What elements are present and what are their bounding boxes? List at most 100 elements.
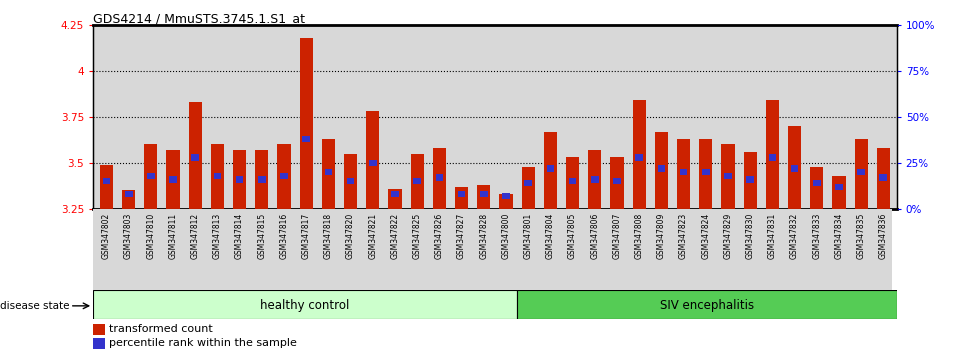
Bar (103, 178, 111, 184)
Bar (524, 180, 532, 186)
Text: GSM347800: GSM347800 (502, 213, 511, 259)
Text: percentile rank within the sample: percentile rank within the sample (109, 338, 297, 348)
Bar (280, 172, 288, 179)
Bar (517, 290, 897, 319)
Text: GSM347827: GSM347827 (457, 213, 466, 259)
Text: GSM347816: GSM347816 (279, 213, 288, 259)
Text: GSM347831: GSM347831 (768, 213, 777, 259)
Text: GSM347824: GSM347824 (702, 213, 710, 259)
Text: GSM347834: GSM347834 (835, 213, 844, 259)
Bar (744, 152, 757, 209)
Bar (122, 190, 135, 209)
Bar (788, 126, 802, 209)
Text: GSM347820: GSM347820 (346, 213, 355, 259)
Text: GSM347818: GSM347818 (324, 213, 333, 259)
Text: transformed count: transformed count (109, 324, 213, 334)
Bar (565, 157, 579, 209)
Bar (368, 160, 376, 166)
Text: GSM347805: GSM347805 (568, 213, 577, 259)
Text: GSM347801: GSM347801 (523, 213, 533, 259)
Text: GSM347803: GSM347803 (124, 213, 133, 259)
Text: GSM347832: GSM347832 (790, 213, 799, 259)
Bar (677, 139, 690, 209)
Bar (702, 169, 710, 175)
Text: GSM347810: GSM347810 (146, 213, 155, 259)
Bar (547, 165, 555, 172)
Bar (480, 191, 488, 198)
Bar (414, 178, 421, 184)
Bar (591, 176, 599, 183)
Bar (147, 172, 155, 179)
Bar (680, 169, 688, 175)
Bar (124, 191, 132, 198)
Bar (433, 148, 446, 209)
Bar (747, 176, 754, 183)
Bar (500, 194, 513, 209)
Bar (302, 136, 310, 142)
Bar (568, 178, 576, 184)
Bar (367, 111, 379, 209)
Text: GDS4214 / MmuSTS.3745.1.S1_at: GDS4214 / MmuSTS.3745.1.S1_at (93, 12, 305, 25)
Bar (344, 154, 358, 209)
Bar (233, 150, 246, 209)
Bar (435, 175, 443, 181)
Text: GSM347811: GSM347811 (169, 213, 177, 259)
Bar (93, 338, 105, 349)
Text: GSM347823: GSM347823 (679, 213, 688, 259)
Bar (170, 176, 177, 183)
Text: GSM347815: GSM347815 (258, 213, 267, 259)
Bar (765, 100, 779, 209)
Text: healthy control: healthy control (261, 299, 350, 312)
Text: GSM347813: GSM347813 (213, 213, 221, 259)
Bar (877, 148, 890, 209)
Bar (655, 132, 668, 209)
Bar (855, 139, 868, 209)
Text: GSM347828: GSM347828 (479, 213, 488, 259)
Bar (879, 175, 887, 181)
Bar (635, 154, 643, 161)
Bar (211, 144, 224, 209)
Text: GSM347822: GSM347822 (390, 213, 400, 259)
Text: GSM347806: GSM347806 (590, 213, 600, 259)
Text: GSM347835: GSM347835 (857, 213, 865, 259)
Bar (791, 165, 799, 172)
Bar (388, 189, 402, 209)
Bar (724, 172, 732, 179)
Bar (277, 144, 291, 209)
Bar (347, 178, 355, 184)
Bar (324, 169, 332, 175)
Bar (858, 169, 865, 175)
Bar (236, 176, 243, 183)
Bar (699, 139, 712, 209)
Text: GSM347802: GSM347802 (102, 213, 111, 259)
Text: GSM347804: GSM347804 (546, 213, 555, 259)
Text: GSM347836: GSM347836 (879, 213, 888, 259)
Bar (544, 132, 557, 209)
Bar (835, 183, 843, 190)
Bar (93, 324, 105, 335)
Text: GSM347807: GSM347807 (612, 213, 621, 259)
Text: GSM347830: GSM347830 (746, 213, 755, 259)
Bar (191, 154, 199, 161)
Text: GSM347825: GSM347825 (413, 213, 421, 259)
Text: GSM347829: GSM347829 (723, 213, 732, 259)
Bar (477, 185, 490, 209)
Bar (258, 176, 266, 183)
Bar (458, 191, 466, 198)
Bar (411, 154, 424, 209)
Text: disease state: disease state (0, 301, 70, 311)
Bar (321, 139, 335, 209)
Text: GSM347817: GSM347817 (302, 213, 311, 259)
Bar (214, 172, 221, 179)
Bar (391, 191, 399, 198)
Bar (812, 180, 820, 186)
Bar (613, 178, 621, 184)
Text: GSM347809: GSM347809 (657, 213, 665, 259)
Bar (502, 193, 510, 199)
Bar (300, 38, 313, 209)
Text: GSM347833: GSM347833 (812, 213, 821, 259)
Bar (455, 187, 468, 209)
Text: GSM347812: GSM347812 (191, 213, 200, 259)
Bar (768, 154, 776, 161)
Bar (632, 100, 646, 209)
